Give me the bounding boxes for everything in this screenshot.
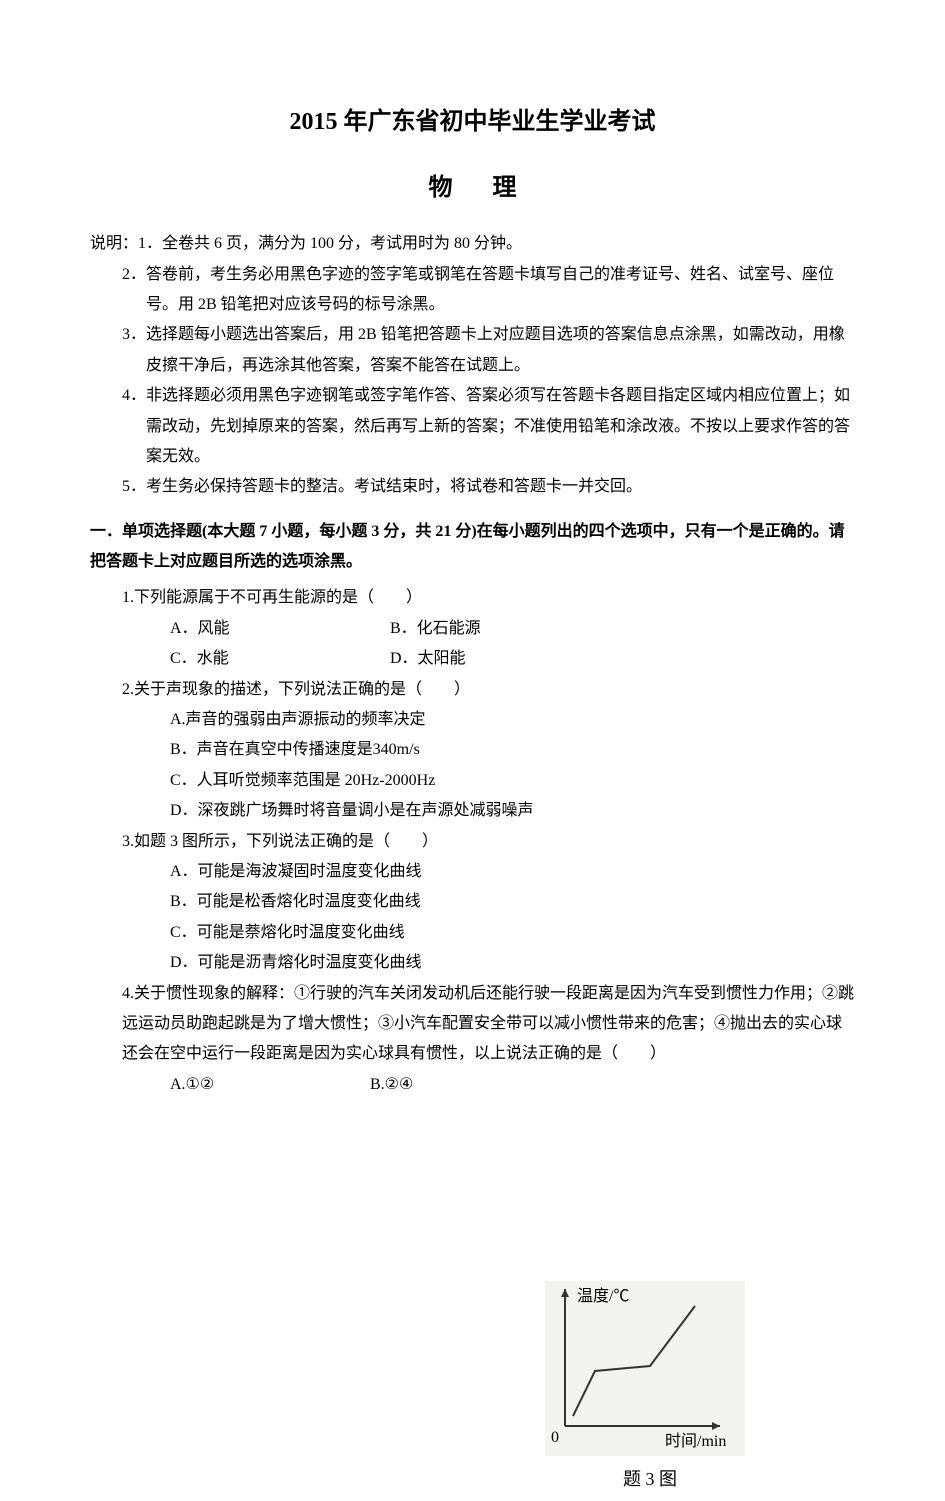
instructions: 说明：1．全卷共 6 页，满分为 100 分，考试用时为 80 分钟。 2．答卷… — [90, 229, 855, 503]
inst-text: 全卷共 6 页，满分为 100 分，考试用时为 80 分钟。 — [162, 235, 522, 252]
svg-text:温度/℃: 温度/℃ — [577, 1287, 629, 1305]
content-wrap: 1.下列能源属于不可再生能源的是（ ） A．风能 B．化石能源 C．水能 D．太… — [90, 583, 855, 1211]
instruction-1: 说明：1．全卷共 6 页，满分为 100 分，考试用时为 80 分钟。 — [90, 229, 855, 259]
figure-3: 温度/℃ 时间/min 0 题 3 图 — [545, 1281, 755, 1501]
q3-options: A．可能是海波凝固时温度变化曲线 B．可能是松香熔化时温度变化曲线 C．可能是萘… — [90, 857, 520, 979]
q1-opt-c: C．水能 — [170, 644, 390, 674]
q3-opt-c: C．可能是萘熔化时温度变化曲线 — [90, 918, 520, 948]
q3-opt-a: A．可能是海波凝固时温度变化曲线 — [90, 857, 520, 887]
inst-num: 1． — [138, 235, 162, 252]
question-2-stem: 2.关于声现象的描述，下列说法正确的是（ ） — [90, 675, 855, 705]
q4-opt-a: A.①② — [170, 1070, 370, 1100]
svg-text:时间/min: 时间/min — [665, 1432, 726, 1450]
inst-num: 4． — [122, 387, 146, 404]
inst-num: 2． — [122, 266, 146, 283]
inst-text: 非选择题必须用黑色字迹钢笔或签字笔作答、答案必须写在答题卡各题目指定区域内相应位… — [146, 387, 850, 465]
question-3-stem: 3.如题 3 图所示，下列说法正确的是（ ） — [90, 827, 855, 857]
inst-num: 5． — [122, 478, 146, 495]
inst-text: 选择题每小题选出答案后，用 2B 铅笔把答题卡上对应题目选项的答案信息点涂黑，如… — [146, 326, 845, 373]
q4-row1: A.①② B.②④ — [90, 1070, 855, 1100]
section-1-header: 一．单项选择题(本大题 7 小题，每小题 3 分，共 21 分)在每小题列出的四… — [90, 517, 855, 578]
chart-svg: 温度/℃ 时间/min 0 — [545, 1281, 745, 1456]
q3-opt-b: B．可能是松香熔化时温度变化曲线 — [90, 887, 520, 917]
q2-opt-c: C．人耳听觉频率范围是 20Hz-2000Hz — [90, 766, 855, 796]
inst-num: 3． — [122, 326, 146, 343]
inst-text: 答卷前，考生务必用黑色字迹的签字笔或钢笔在答题卡填写自己的准考证号、姓名、试室号… — [146, 266, 834, 313]
instruction-2: 2．答卷前，考生务必用黑色字迹的签字笔或钢笔在答题卡填写自己的准考证号、姓名、试… — [90, 260, 855, 321]
q1-row1: A．风能 B．化石能源 — [90, 614, 855, 644]
question-4-stem: 4.关于惯性现象的解释：①行驶的汽车关闭发动机后还能行驶一段距离是因为汽车受到惯… — [90, 979, 855, 1070]
instruction-3: 3．选择题每小题选出答案后，用 2B 铅笔把答题卡上对应题目选项的答案信息点涂黑… — [90, 320, 855, 381]
q1-opt-a: A．风能 — [170, 614, 390, 644]
question-1-stem: 1.下列能源属于不可再生能源的是（ ） — [90, 583, 855, 613]
inst-text: 考生务必保持答题卡的整洁。考试结束时，将试卷和答题卡一并交回。 — [146, 478, 642, 495]
instruction-label: 说明： — [90, 235, 138, 252]
q3-opt-d: D．可能是沥青熔化时温度变化曲线 — [90, 948, 520, 978]
page-subtitle: 物理 — [90, 166, 855, 212]
instruction-4: 4．非选择题必须用黑色字迹钢笔或签字笔作答、答案必须写在答题卡各题目指定区域内相… — [90, 381, 855, 472]
figure-3-caption: 题 3 图 — [545, 1462, 755, 1496]
q2-opt-a: A.声音的强弱由声源振动的频率决定 — [90, 705, 855, 735]
instruction-5: 5．考生务必保持答题卡的整洁。考试结束时，将试卷和答题卡一并交回。 — [90, 472, 855, 502]
q1-row2: C．水能 D．太阳能 — [90, 644, 855, 674]
page-title: 2015 年广东省初中毕业生学业考试 — [90, 100, 855, 146]
q4-opt-b: B.②④ — [370, 1070, 570, 1100]
svg-text:0: 0 — [551, 1429, 559, 1446]
q1-opt-b: B．化石能源 — [390, 614, 610, 644]
q2-opt-b: B．声音在真空中传播速度是340m/s — [90, 735, 855, 765]
q1-opt-d: D．太阳能 — [390, 644, 610, 674]
q2-opt-d: D．深夜跳广场舞时将音量调小是在声源处减弱噪声 — [90, 796, 855, 826]
